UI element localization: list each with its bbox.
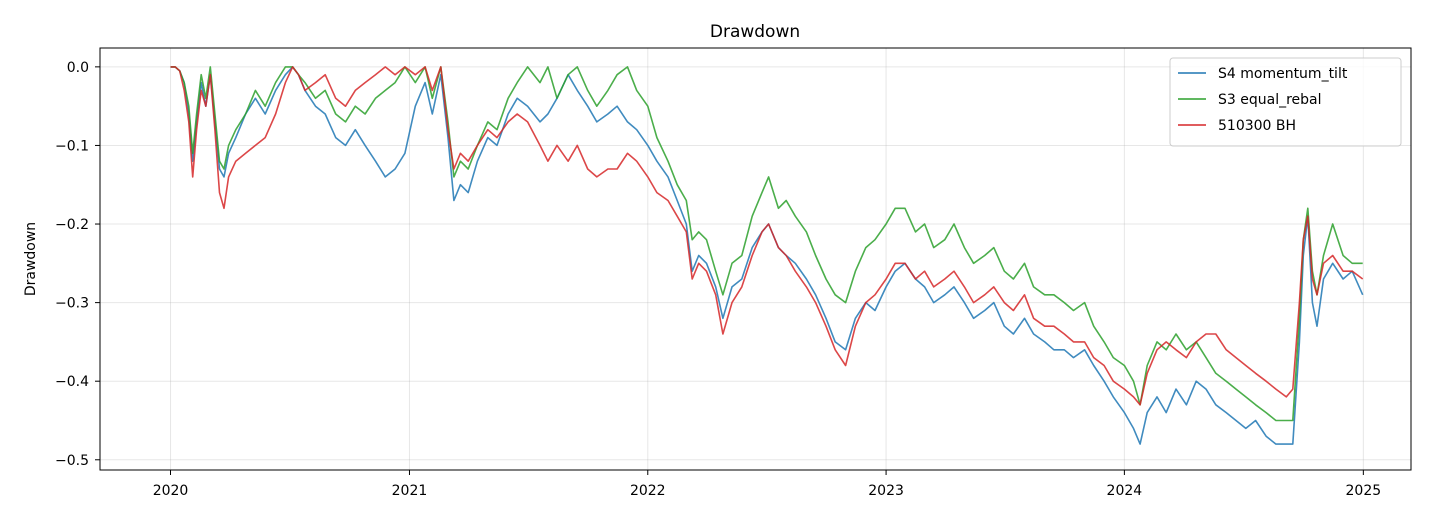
plot-frame	[99, 47, 1412, 471]
chart-title: Drawdown	[710, 22, 800, 42]
legend: S4 momentum_tilt S3 equal_rebal 510300 BH	[1169, 57, 1402, 147]
axis-ticks: 2020 2021 2022 2023 2024 2025 0.0 −0.1 −0.2 −0.3 −…	[55, 60, 1381, 499]
x-tick-label: 2024	[1107, 483, 1143, 499]
series-line-0	[170, 66, 1364, 445]
y-axis-label: Drawdown	[23, 222, 39, 296]
x-tick-label: 2025	[1346, 483, 1382, 499]
x-tick-label: 2023	[868, 483, 904, 499]
y-tick-label: −0.5	[55, 453, 89, 469]
series-line-2	[170, 66, 1364, 406]
legend-box	[1169, 57, 1402, 147]
legend-label: S4 momentum_tilt	[1218, 66, 1348, 82]
series-lines	[170, 66, 1364, 445]
x-tick-label: 2021	[392, 483, 428, 499]
legend-label: 510300 BH	[1218, 118, 1296, 134]
x-tick-label: 2022	[630, 483, 666, 499]
y-tick-label: −0.1	[55, 138, 89, 154]
y-tick-label: −0.4	[55, 374, 89, 390]
legend-label: S3 equal_rebal	[1218, 92, 1322, 108]
y-tick-label: −0.3	[55, 296, 89, 312]
y-tick-label: 0.0	[67, 60, 89, 76]
x-tick-label: 2020	[153, 483, 189, 499]
y-tick-label: −0.2	[55, 217, 89, 233]
